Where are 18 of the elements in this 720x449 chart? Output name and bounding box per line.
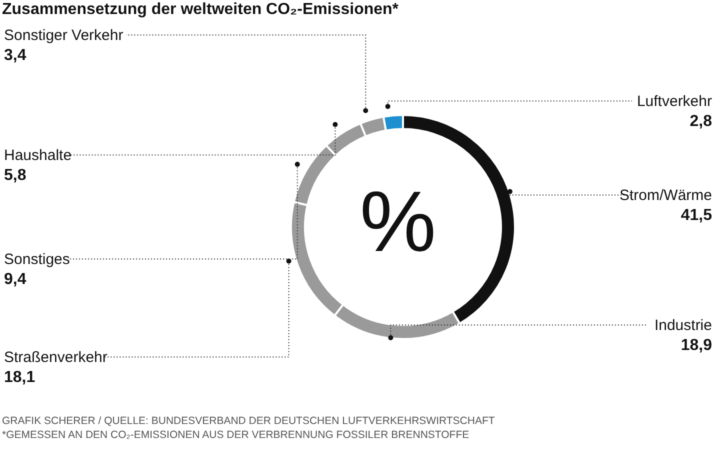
data-label: 9,4 bbox=[4, 271, 26, 288]
data-label: 2,8 bbox=[690, 113, 712, 130]
slice-label: Luftverkehr bbox=[636, 93, 712, 110]
text: % bbox=[360, 174, 436, 270]
slice-label: Sonstiges bbox=[4, 251, 70, 268]
text: GRAFIK SCHERER / QUELLE: BUNDESVERBAND DER DEUTSCHEN LUFTVERKEHRSWIRTSCHAFT bbox=[2, 415, 495, 427]
data-label: 41,5 bbox=[680, 207, 712, 224]
data-label: 18,1 bbox=[4, 369, 36, 386]
data-label: 18,9 bbox=[680, 337, 712, 354]
slice-label: Haushalte bbox=[4, 147, 72, 164]
slice-label: Strom/Wärme bbox=[619, 187, 712, 204]
data-label: 5,8 bbox=[4, 167, 26, 184]
data-label: 3,4 bbox=[4, 47, 26, 64]
slice-label: Straßenverkehr bbox=[4, 349, 108, 366]
slice-label: Sonstiger Verkehr bbox=[4, 27, 124, 44]
text: *GEMESSEN AN DEN CO₂-EMISSIONEN AUS DER VERBRENNUNG FOSSILER BRENNSTOFFE bbox=[2, 429, 470, 441]
chart-title: Zusammensetzung der weltweiten CO₂-Emissionen* bbox=[2, 1, 399, 18]
slice-label: Industrie bbox=[654, 317, 712, 334]
